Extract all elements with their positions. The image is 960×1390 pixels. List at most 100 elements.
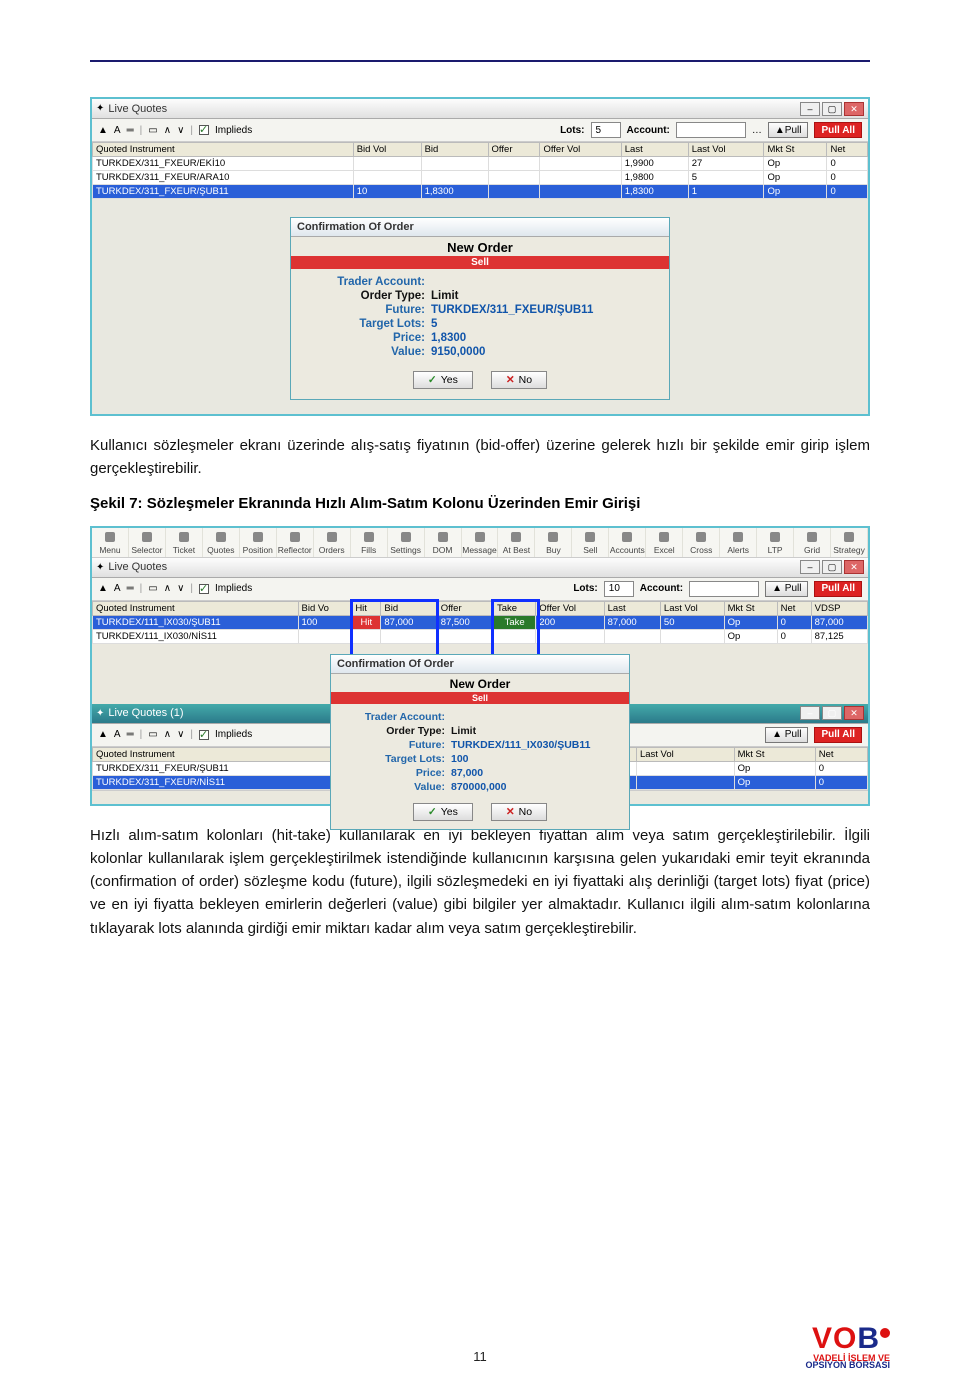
lots-input[interactable]: 10 bbox=[604, 581, 634, 597]
menu-item-sell[interactable]: Sell bbox=[572, 528, 609, 557]
close-button[interactable]: ✕ bbox=[844, 560, 864, 574]
column-header[interactable]: Offer bbox=[488, 143, 540, 157]
lots-label: Lots: bbox=[560, 125, 584, 136]
minimize-button[interactable]: – bbox=[800, 102, 820, 116]
pull-button[interactable]: ▲ Pull bbox=[765, 581, 808, 597]
dialog-title: Confirmation Of Order bbox=[291, 218, 669, 237]
close-button[interactable]: ✕ bbox=[844, 706, 864, 720]
minimize-button[interactable]: – bbox=[800, 560, 820, 574]
pull-button[interactable]: ▲ Pull bbox=[765, 727, 808, 743]
close-button[interactable]: ✕ bbox=[844, 102, 864, 116]
column-header[interactable]: Net bbox=[827, 143, 868, 157]
account-input[interactable] bbox=[689, 581, 759, 597]
tool-glyph[interactable]: ▲ bbox=[98, 125, 108, 136]
menu-item-quotes[interactable]: Quotes bbox=[203, 528, 240, 557]
tool-glyph[interactable]: ∨ bbox=[177, 583, 184, 594]
account-input[interactable] bbox=[676, 122, 746, 138]
maximize-button[interactable]: ▢ bbox=[822, 102, 842, 116]
table-row[interactable]: TURKDEX/111_IX030/NİS11Op087,125 bbox=[93, 629, 868, 643]
tool-glyph[interactable]: ∧ bbox=[164, 729, 171, 740]
tool-glyph[interactable]: ▭ bbox=[148, 729, 157, 740]
tool-glyph[interactable]: ▲ bbox=[98, 729, 108, 740]
column-header[interactable]: Bid bbox=[421, 143, 488, 157]
table-row[interactable]: TURKDEX/311_FXEUR/EKİ101,990027Op0 bbox=[93, 157, 868, 171]
implieds-checkbox[interactable] bbox=[199, 584, 209, 594]
column-header[interactable]: Net bbox=[777, 601, 811, 615]
column-header[interactable]: Bid bbox=[381, 601, 437, 615]
menu-item-grid[interactable]: Grid bbox=[794, 528, 831, 557]
tool-glyph[interactable]: A bbox=[114, 583, 121, 594]
tool-glyph[interactable]: ∧ bbox=[164, 125, 171, 136]
menu-item-message[interactable]: Message bbox=[462, 528, 499, 557]
menu-item-buy[interactable]: Buy bbox=[535, 528, 572, 557]
tool-glyph[interactable]: ∧ bbox=[164, 583, 171, 594]
menu-item-ticket[interactable]: Ticket bbox=[166, 528, 203, 557]
column-header[interactable]: Offer Vol bbox=[536, 601, 604, 615]
tool-glyph[interactable]: ═ bbox=[127, 583, 134, 594]
column-header[interactable]: Last bbox=[621, 143, 688, 157]
menu-item-accounts[interactable]: Accounts bbox=[609, 528, 646, 557]
pull-button[interactable]: ▲ Pull bbox=[768, 122, 809, 138]
lots-input[interactable]: 5 bbox=[591, 122, 621, 138]
tool-glyph[interactable]: ▲ bbox=[98, 583, 108, 594]
tool-glyph[interactable]: ═ bbox=[127, 125, 134, 136]
yes-button[interactable]: ✓Yes bbox=[413, 803, 473, 821]
menu-item-orders[interactable]: Orders bbox=[314, 528, 351, 557]
no-button[interactable]: ✕No bbox=[491, 371, 547, 389]
column-header[interactable]: Hit bbox=[352, 601, 381, 615]
maximize-button[interactable]: ▢ bbox=[822, 706, 842, 720]
trader-account-label: Trader Account: bbox=[301, 276, 431, 288]
tool-glyph[interactable]: ∨ bbox=[177, 729, 184, 740]
column-header[interactable]: Bid Vo bbox=[298, 601, 352, 615]
menu-item-menu[interactable]: Menu bbox=[92, 528, 129, 557]
menu-item-selector[interactable]: Selector bbox=[129, 528, 166, 557]
table-row[interactable]: TURKDEX/311_FXEUR/ŞUB11101,83001,83001Op… bbox=[93, 185, 868, 199]
implieds-checkbox[interactable] bbox=[199, 730, 209, 740]
column-header[interactable]: Offer bbox=[437, 601, 493, 615]
pull-all-button[interactable]: Pull All bbox=[814, 581, 862, 597]
column-header[interactable]: Quoted Instrument bbox=[93, 143, 354, 157]
table-row[interactable]: TURKDEX/311_FXEUR/ARA101,98005Op0 bbox=[93, 171, 868, 185]
pull-all-button[interactable]: Pull All bbox=[814, 727, 862, 743]
tool-glyph[interactable]: A bbox=[114, 729, 121, 740]
tool-glyph[interactable]: ▭ bbox=[148, 583, 157, 594]
figure-caption: Şekil 7: Sözleşmeler Ekranında Hızlı Alı… bbox=[90, 495, 870, 512]
maximize-button[interactable]: ▢ bbox=[822, 560, 842, 574]
menu-item-reflector[interactable]: Reflector bbox=[277, 528, 314, 557]
menu-item-ltp[interactable]: LTP bbox=[757, 528, 794, 557]
column-header[interactable]: Take bbox=[493, 601, 535, 615]
column-header[interactable]: Last bbox=[604, 601, 660, 615]
column-header[interactable]: Last Vol bbox=[688, 143, 764, 157]
menu-item-alerts[interactable]: Alerts bbox=[720, 528, 757, 557]
tool-glyph[interactable]: ═ bbox=[127, 729, 134, 740]
column-header[interactable]: Mkt St bbox=[764, 143, 827, 157]
menu-item-dom[interactable]: DOM bbox=[425, 528, 462, 557]
column-header[interactable]: Mkt St bbox=[724, 601, 777, 615]
minimize-button[interactable]: – bbox=[800, 706, 820, 720]
column-header[interactable]: Offer Vol bbox=[540, 143, 621, 157]
column-header[interactable]: Last Vol bbox=[636, 747, 734, 761]
column-header[interactable]: VDSP bbox=[811, 601, 867, 615]
menu-item-excel[interactable]: Excel bbox=[646, 528, 683, 557]
column-header[interactable]: Last Vol bbox=[660, 601, 724, 615]
yes-button[interactable]: ✓Yes bbox=[413, 371, 473, 389]
menu-item-position[interactable]: Position bbox=[240, 528, 277, 557]
table-row[interactable]: TURKDEX/111_IX030/ŞUB11100Hit87,00087,50… bbox=[93, 615, 868, 629]
menu-item-strategy[interactable]: Strategy bbox=[831, 528, 868, 557]
column-header[interactable]: Net bbox=[815, 747, 867, 761]
order-type-label: Order Type: bbox=[341, 725, 451, 737]
no-button[interactable]: ✕No bbox=[491, 803, 547, 821]
menu-item-at best[interactable]: At Best bbox=[498, 528, 535, 557]
menu-item-settings[interactable]: Settings bbox=[388, 528, 425, 557]
tool-glyph[interactable]: ▭ bbox=[148, 125, 157, 136]
pull-all-button[interactable]: Pull All bbox=[814, 122, 862, 138]
column-header[interactable]: Quoted Instrument bbox=[93, 601, 299, 615]
column-header[interactable]: Bid Vol bbox=[353, 143, 421, 157]
menu-item-fills[interactable]: Fills bbox=[351, 528, 388, 557]
implieds-checkbox[interactable] bbox=[199, 125, 209, 135]
menu-item-cross[interactable]: Cross bbox=[683, 528, 720, 557]
column-header[interactable]: Mkt St bbox=[734, 747, 815, 761]
cross-icon: ✕ bbox=[506, 374, 515, 386]
tool-glyph[interactable]: A bbox=[114, 125, 121, 136]
tool-glyph[interactable]: ∨ bbox=[177, 125, 184, 136]
